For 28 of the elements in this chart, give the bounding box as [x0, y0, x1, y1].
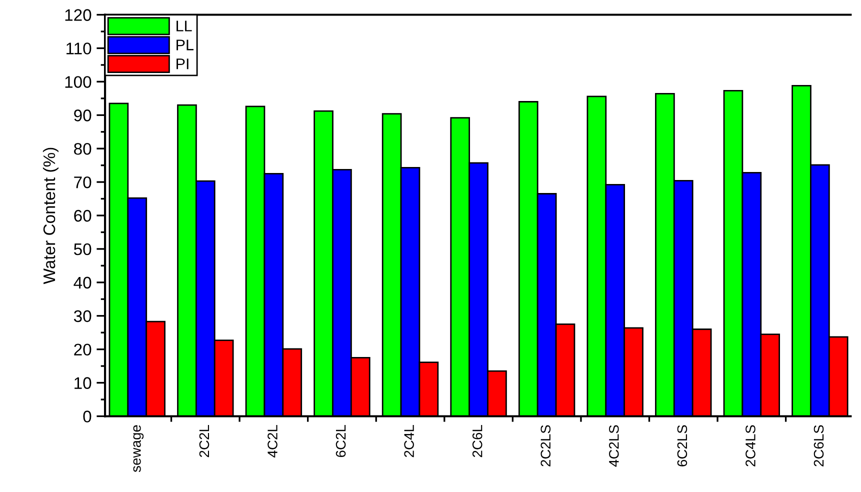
y-axis-title: Water Content (%) [42, 148, 58, 284]
y-tick-label: 100 [65, 76, 92, 88]
y-tick-label: 120 [65, 9, 92, 21]
y-tick-label: 0 [83, 410, 92, 422]
y-tick-label: 50 [74, 243, 92, 256]
legend-label: PI [176, 58, 188, 70]
x-tick-label: 2C2LS [540, 425, 551, 466]
y-tick-label: 110 [66, 42, 92, 54]
y-tick-label: 90 [74, 110, 92, 122]
x-tick-label: 2C2L [199, 425, 210, 458]
x-tick-label: 4C2LS [608, 425, 619, 467]
y-tick-label: 10 [74, 377, 92, 389]
y-tick-label: 30 [74, 310, 92, 322]
y-tick-label: 70 [74, 176, 92, 188]
x-tick-label: 6C2LS [677, 425, 688, 466]
x-tick-label: sewage [133, 425, 144, 472]
x-tick-label: 2C4L [404, 425, 414, 458]
x-tick-label: 2C6LS [814, 425, 824, 466]
x-tick-label: 6C2L [336, 425, 346, 458]
legend-label: LL [176, 20, 192, 32]
x-tick-label: 2C4LS [746, 425, 756, 466]
x-tick-label: 2C6L [472, 425, 482, 458]
y-tick-label: 40 [74, 276, 92, 289]
y-tick-label: 80 [74, 142, 92, 155]
legend-label: PL [176, 40, 194, 50]
y-tick-label: 60 [74, 210, 92, 222]
x-tick-label: 4C2L [268, 425, 278, 458]
y-tick-label: 20 [74, 344, 92, 356]
